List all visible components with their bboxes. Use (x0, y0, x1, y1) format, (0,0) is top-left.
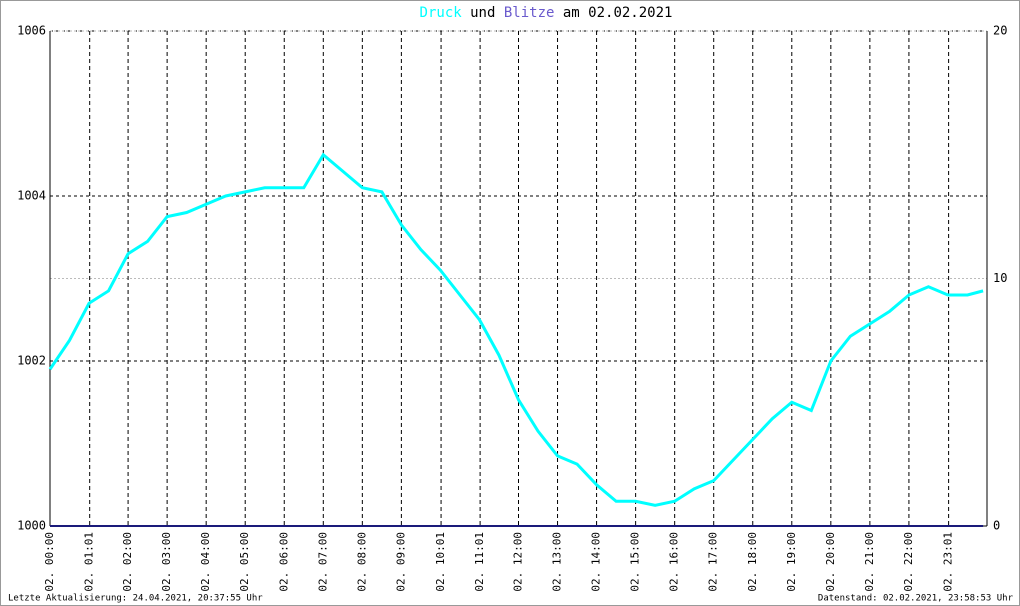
x-tick-label: 02. 21:00 (863, 532, 876, 592)
footer-left: Letzte Aktualisierung: 24.04.2021, 20:37… (8, 594, 263, 604)
x-tick-label: 02. 23:01 (942, 532, 955, 592)
y-tick-label: 1004 (17, 189, 46, 203)
x-tick-label: 02. 04:00 (199, 532, 212, 592)
title-series: Druck (420, 5, 463, 21)
chart-title: Druck und Blitze am 02.02.2021 (420, 5, 673, 21)
title-series: Blitze (504, 5, 555, 21)
x-tick-label: 02. 20:00 (824, 532, 837, 592)
x-tick-label: 02. 00:00 (43, 532, 56, 592)
x-tick-label: 02. 10:01 (434, 532, 447, 592)
series-line (48, 152, 984, 507)
x-tick-label: 02. 07:00 (316, 532, 329, 592)
x-tick-label: 02. 06:00 (277, 532, 290, 592)
x-tick-label: 02. 15:00 (629, 532, 642, 592)
x-tick-label: 02. 09:00 (394, 532, 407, 592)
x-tick-label: 02. 22:00 (902, 532, 915, 592)
footer-right: Datenstand: 02.02.2021, 23:58:53 Uhr (818, 594, 1014, 604)
x-tick-label: 02. 01:01 (83, 532, 96, 592)
x-tick-label: 02. 02:00 (121, 532, 134, 592)
x-tick-label: 02. 17:00 (707, 532, 720, 592)
x-tick-label: 02. 05:00 (238, 532, 251, 592)
x-tick-label: 02. 12:00 (512, 532, 525, 592)
y-tick-label: 1002 (17, 354, 46, 368)
y-tick-label: 1000 (17, 519, 46, 533)
y2-tick-label: 10 (993, 271, 1007, 285)
x-tick-label: 02. 03:00 (160, 532, 173, 592)
y-tick-label: 1006 (17, 24, 46, 38)
x-tick-label: 02. 16:00 (668, 532, 681, 592)
x-tick-label: 02. 11:01 (473, 532, 486, 592)
y2-tick-label: 0 (993, 519, 1000, 533)
x-tick-label: 02. 08:00 (355, 532, 368, 592)
title-date: am 02.02.2021 (563, 5, 673, 21)
x-tick-label: 02. 19:00 (785, 532, 798, 592)
x-tick-label: 02. 13:00 (551, 532, 564, 592)
x-tick-label: 02. 18:00 (746, 532, 759, 592)
title-connector: und (470, 5, 495, 21)
x-tick-label: 02. 14:00 (590, 532, 603, 592)
y2-tick-label: 20 (993, 24, 1007, 38)
